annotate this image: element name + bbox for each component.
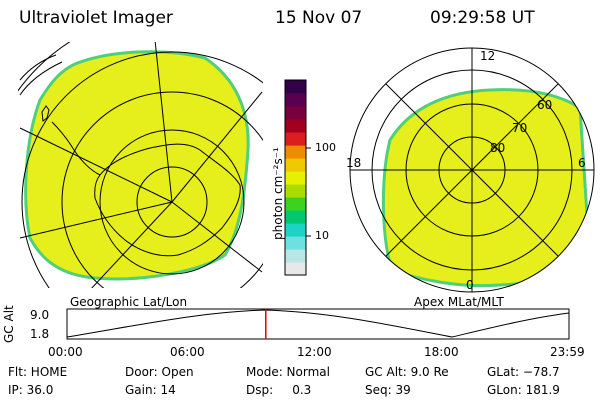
altitude-ytick-top: 9.0 — [30, 308, 50, 322]
colorbar-segment — [285, 171, 306, 185]
mlt-label-6: 6 — [578, 156, 586, 170]
colorbar-label-100: 100 — [315, 141, 336, 154]
colorbar-segment — [285, 223, 306, 237]
lat-circle-3 — [61, 91, 263, 288]
status-glat: GLat: −78.7 — [487, 365, 560, 379]
corner-arc-1 — [19, 54, 57, 81]
colorbar-label-10: 10 — [315, 229, 329, 242]
mlt-line-diag2 — [385, 83, 559, 257]
altitude-plot — [66, 308, 570, 340]
status-gcalt: GC Alt: 9.0 Re — [365, 365, 449, 379]
mlt-label-18: 18 — [346, 156, 362, 170]
antarctica-coastline — [94, 143, 241, 257]
altitude-ytick-bottom: 1.8 — [30, 327, 50, 341]
geographic-map — [18, 42, 263, 288]
lat-circle-4 — [21, 51, 263, 288]
mlt-label-0: 0 — [466, 278, 474, 292]
colorbar-segment — [285, 132, 306, 146]
peninsula-coastline — [51, 121, 101, 176]
xtick-0000: 00:00 — [48, 345, 83, 359]
uv-image-right — [381, 88, 592, 288]
colorbar-segment — [285, 236, 306, 250]
mlat-label-60: 60 — [537, 98, 553, 112]
status-flt: Flt: HOME — [8, 365, 68, 379]
date-label: 15 Nov 07 — [275, 8, 363, 28]
meridian-6 — [91, 201, 173, 288]
status-mode: Mode: Normal — [246, 365, 330, 379]
colorbar-segment — [285, 249, 306, 263]
colorbar-segment — [285, 106, 306, 120]
time-label: 09:29:58 UT — [430, 8, 535, 28]
colorbar-unit-label: photon cm⁻²s⁻¹ — [271, 147, 285, 240]
status-ip: IP: 36.0 — [8, 383, 54, 397]
xtick-1800: 18:00 — [424, 345, 459, 359]
uv-image-left — [24, 50, 250, 281]
status-gain: Gain: 14 — [125, 383, 176, 397]
colorbar-segment — [285, 145, 306, 159]
colorbar-segment — [285, 119, 306, 133]
status-glon: GLon: 181.9 — [487, 383, 560, 397]
xtick-2359: 23:59 — [550, 345, 585, 359]
meridian-4 — [171, 201, 263, 273]
status-seq: Seq: 39 — [365, 383, 411, 397]
left-panel-caption: Geographic Lat/Lon — [70, 295, 188, 309]
colorbar-segment — [285, 93, 306, 107]
colorbar-segment — [285, 197, 306, 211]
xtick-0600: 06:00 — [170, 345, 205, 359]
island-coastline — [41, 105, 50, 122]
mlat-label-70: 70 — [512, 121, 528, 135]
meridian-3 — [19, 201, 173, 239]
lat-circle-1 — [136, 166, 208, 238]
corner-arc-2 — [19, 61, 63, 96]
instrument-title: Ultraviolet Imager — [19, 8, 173, 28]
colorbar — [284, 79, 311, 276]
xtick-1200: 12:00 — [297, 345, 332, 359]
status-door: Door: Open — [125, 365, 194, 379]
colorbar-segment — [285, 80, 306, 94]
altitude-ylabel: GC Alt — [2, 305, 16, 343]
meridian-2 — [19, 127, 173, 203]
status-dsp: Dsp: 0.3 — [246, 383, 312, 397]
mlat-label-80: 80 — [490, 141, 506, 155]
altitude-curve — [66, 309, 570, 338]
lat-circle-2 — [99, 129, 245, 275]
apex-map — [381, 88, 592, 288]
colorbar-segment — [285, 158, 306, 172]
meridian-1 — [154, 42, 173, 203]
mlt-label-12: 12 — [480, 49, 496, 63]
colorbar-segment — [285, 262, 306, 276]
colorbar-segment — [285, 210, 306, 224]
right-panel-caption: Apex MLat/MLT — [414, 295, 504, 309]
meridian-5 — [171, 91, 263, 203]
colorbar-segment — [285, 184, 306, 198]
